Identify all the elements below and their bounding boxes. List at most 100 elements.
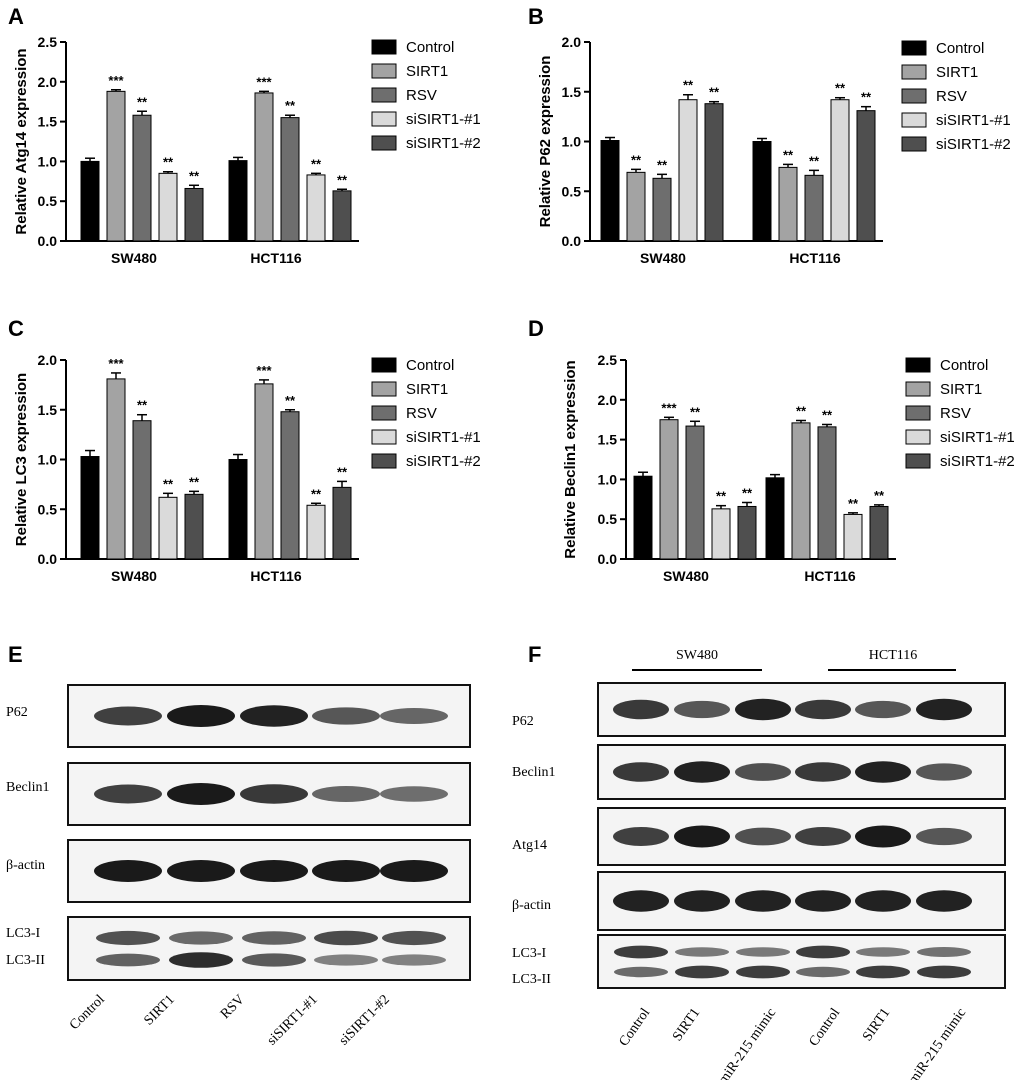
significance-label: ** [783, 147, 794, 162]
significance-label: ** [796, 403, 807, 418]
bar [158, 496, 178, 560]
panel-letter: A [8, 4, 24, 29]
y-tick-label: 0.5 [38, 193, 58, 209]
blot-band [380, 860, 448, 882]
blot-row-label: P62 [512, 714, 534, 729]
blot-panel-e: E P62 Beclin1 β-actin LC3-I LC3-II Control SIRT… [6, 642, 471, 1048]
legend-label: SIRT1 [940, 381, 982, 398]
blot-row-label: Beclin1 [6, 780, 50, 795]
bar [132, 114, 152, 242]
legend-label: RSV [936, 88, 967, 105]
significance-label: ** [137, 398, 148, 413]
significance-label: ** [163, 476, 174, 491]
blot-row-label: Atg14 [512, 838, 547, 853]
y-tick-label: 1.0 [38, 153, 58, 169]
significance-label: *** [256, 363, 272, 378]
legend-label: SIRT1 [406, 381, 448, 398]
significance-label: *** [661, 400, 677, 415]
significance-label: ** [189, 474, 200, 489]
blot-band [735, 698, 791, 721]
bar [600, 140, 620, 242]
significance-label: ** [861, 90, 872, 105]
bar [228, 160, 248, 242]
bar [704, 103, 724, 242]
significance-label: ** [311, 486, 322, 501]
blot-panel-f: F SW480 HCT116 P62 Beclin1 Atg14 β-actin LC3-I L… [512, 642, 1006, 1080]
blot-band [240, 705, 308, 727]
y-tick-label: 0.0 [38, 233, 58, 249]
legend-label: siSIRT1-#2 [936, 136, 1011, 153]
blot-band [855, 890, 911, 912]
legend-label: siSIRT1-#1 [406, 111, 481, 128]
x-tick-label: SW480 [640, 250, 686, 266]
legend-label: siSIRT1-#2 [406, 135, 481, 152]
significance-label: ** [189, 168, 200, 183]
legend-label: SIRT1 [406, 63, 448, 80]
legend-label: Control [936, 40, 984, 57]
blot-band [167, 705, 235, 727]
blot-band [795, 699, 851, 720]
legend-swatch [371, 111, 397, 127]
legend-swatch [371, 87, 397, 103]
blot-band [735, 763, 791, 781]
bar [869, 505, 889, 560]
blot-band-lower [675, 965, 729, 979]
bar [280, 117, 300, 242]
blot-band [613, 890, 669, 912]
blot-row-label: Beclin1 [512, 765, 556, 780]
x-tick-label: HCT116 [250, 568, 302, 584]
blot-band-upper [314, 930, 378, 946]
blot-band-upper [856, 947, 910, 957]
legend-swatch [905, 405, 931, 421]
blot-band [613, 827, 669, 846]
y-tick-label: 1.0 [598, 471, 618, 487]
significance-label: ** [137, 94, 148, 109]
blot-band [380, 708, 448, 724]
bar [306, 174, 326, 242]
bar [804, 174, 824, 242]
legend-swatch [371, 357, 397, 373]
y-tick-label: 0.5 [598, 511, 618, 527]
legend-swatch [905, 453, 931, 469]
blot-band-upper [242, 931, 306, 945]
legend-label: siSIRT1-#1 [406, 429, 481, 446]
bar [158, 172, 178, 242]
blot-band [795, 890, 851, 912]
blot-band [795, 827, 851, 846]
blot-row-label: LC3-I [512, 946, 547, 961]
bar [80, 456, 100, 560]
bar [106, 90, 126, 242]
panel-letter: F [528, 642, 541, 667]
y-tick-label: 2.5 [38, 34, 58, 50]
significance-label: ** [848, 496, 859, 511]
blot-band [94, 706, 162, 726]
legend-swatch [371, 453, 397, 469]
blot-band [735, 890, 791, 912]
legend-swatch [371, 39, 397, 55]
bar [659, 419, 679, 560]
blot-band [855, 761, 911, 783]
blot-row-label: LC3-II [512, 972, 551, 987]
y-tick-label: 0.5 [562, 183, 582, 199]
y-axis-label: Relative P62 expression [537, 56, 554, 228]
x-tick-label: HCT116 [789, 250, 841, 266]
y-tick-label: 1.5 [38, 114, 58, 130]
blot-band [94, 860, 162, 882]
blot-band [240, 784, 308, 804]
chart-panel-a: A 0.0 0.5 1.0 1.5 2.0 2.5 Relative Atg14 expres… [8, 4, 481, 266]
bar [280, 411, 300, 560]
bar [765, 477, 785, 560]
blot-band-upper [169, 931, 233, 945]
chart-panel-c: C 0.0 0.5 1.0 1.5 2.0 Relative LC3 expression *… [8, 316, 481, 584]
significance-label: ** [709, 85, 720, 100]
significance-label: ** [742, 485, 753, 500]
significance-label: *** [108, 73, 124, 88]
group-header: HCT116 [869, 648, 917, 663]
bar [228, 459, 248, 560]
legend-label: Control [940, 357, 988, 374]
blot-strip [597, 934, 1006, 989]
blot-band [167, 860, 235, 882]
bar [332, 486, 352, 560]
blot-band [674, 825, 730, 848]
